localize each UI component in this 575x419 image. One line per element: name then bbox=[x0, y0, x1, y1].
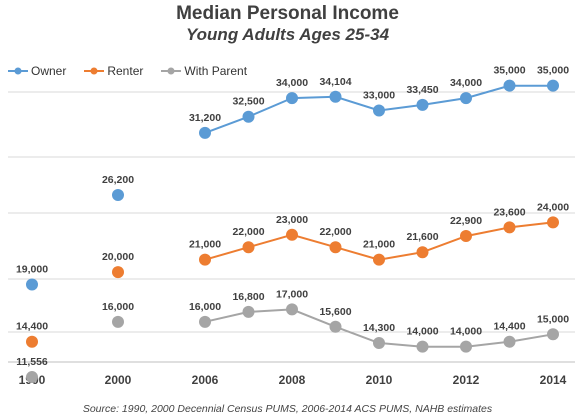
point-renter bbox=[242, 241, 255, 254]
point-with-parent bbox=[416, 340, 429, 353]
point-renter bbox=[460, 230, 472, 243]
data-label-with-parent: 15,600 bbox=[319, 306, 351, 318]
point-with-parent bbox=[503, 335, 516, 348]
data-label-with-parent: 11,556 bbox=[16, 356, 48, 368]
legend-item-with-parent: With Parent bbox=[161, 64, 247, 78]
point-renter bbox=[547, 216, 559, 229]
point-with-parent bbox=[199, 315, 211, 328]
legend-label-renter: Renter bbox=[107, 64, 144, 78]
point-owner bbox=[503, 79, 516, 92]
x-tick-label: 2006 bbox=[192, 373, 219, 387]
data-label-owner: 19,000 bbox=[16, 264, 48, 276]
x-tick-label: 2012 bbox=[453, 373, 480, 387]
point-owner bbox=[242, 110, 255, 123]
data-label-owner: 35,000 bbox=[537, 65, 569, 77]
legend: Owner Renter With Parent bbox=[8, 64, 247, 78]
x-tick-label: 2008 bbox=[279, 373, 306, 387]
data-label-owner: 31,200 bbox=[189, 112, 221, 124]
chart-title: Median Personal Income bbox=[176, 3, 399, 24]
point-with-parent bbox=[242, 305, 255, 318]
data-label-renter: 21,600 bbox=[406, 231, 438, 243]
point-owner bbox=[373, 104, 385, 117]
source-note: Source: 1990, 2000 Decennial Census PUMS… bbox=[82, 403, 493, 415]
data-label-owner: 34,104 bbox=[319, 76, 351, 88]
legend-label-owner: Owner bbox=[31, 64, 67, 78]
legend-item-renter: Renter bbox=[84, 64, 143, 78]
point-owner bbox=[26, 278, 38, 291]
point-renter bbox=[199, 253, 211, 266]
point-owner bbox=[286, 92, 298, 105]
point-renter bbox=[286, 228, 298, 241]
x-tick-label: 2000 bbox=[105, 373, 132, 387]
x-tick-label: 2010 bbox=[366, 373, 393, 387]
point-with-parent bbox=[286, 303, 298, 316]
data-label-owner: 33,000 bbox=[363, 90, 395, 102]
point-with-parent bbox=[26, 371, 38, 384]
data-label-owner: 33,450 bbox=[406, 84, 438, 96]
point-owner bbox=[416, 98, 429, 111]
data-label-with-parent: 16,000 bbox=[102, 301, 134, 313]
point-renter bbox=[416, 246, 429, 259]
point-owner bbox=[329, 90, 342, 103]
point-owner bbox=[460, 92, 472, 105]
legend-item-owner: Owner bbox=[8, 64, 66, 78]
data-label-renter: 20,000 bbox=[102, 251, 134, 263]
data-label-renter: 21,000 bbox=[363, 239, 395, 251]
data-label-owner: 34,000 bbox=[276, 77, 308, 89]
point-with-parent bbox=[329, 320, 342, 333]
legend-swatch-owner bbox=[8, 67, 28, 75]
point-owner bbox=[199, 126, 211, 139]
data-label-with-parent: 14,400 bbox=[493, 321, 525, 333]
point-with-parent bbox=[547, 328, 559, 341]
data-label-renter: 22,900 bbox=[450, 215, 482, 227]
legend-swatch-with-parent bbox=[161, 67, 182, 75]
data-label-renter: 24,000 bbox=[537, 201, 569, 213]
chart-subtitle: Young Adults Ages 25-34 bbox=[185, 25, 390, 44]
x-tick-label: 2014 bbox=[540, 373, 567, 387]
data-label-with-parent: 17,000 bbox=[276, 288, 308, 300]
data-label-renter: 23,000 bbox=[276, 214, 308, 226]
point-owner bbox=[112, 189, 124, 202]
point-with-parent bbox=[112, 315, 124, 328]
data-label-with-parent: 14,300 bbox=[363, 322, 395, 334]
point-renter bbox=[503, 221, 516, 234]
data-label-renter: 22,000 bbox=[319, 226, 351, 238]
data-label-renter: 14,400 bbox=[16, 321, 48, 333]
data-label-with-parent: 16,000 bbox=[189, 301, 221, 313]
point-renter bbox=[329, 241, 342, 254]
data-label-with-parent: 16,800 bbox=[232, 291, 264, 303]
point-owner bbox=[547, 79, 559, 92]
data-label-renter: 21,000 bbox=[189, 239, 221, 251]
legend-swatch-renter bbox=[84, 67, 105, 75]
point-with-parent bbox=[460, 340, 472, 353]
data-label-renter: 22,000 bbox=[232, 226, 264, 238]
data-label-owner: 34,000 bbox=[450, 77, 482, 89]
data-label-with-parent: 14,000 bbox=[450, 326, 482, 338]
data-label-owner: 32,500 bbox=[232, 96, 264, 108]
point-renter bbox=[26, 335, 38, 348]
data-label-owner: 26,200 bbox=[102, 174, 134, 186]
data-label-renter: 23,600 bbox=[493, 206, 525, 218]
legend-label-with-parent: With Parent bbox=[184, 64, 248, 78]
point-with-parent bbox=[373, 336, 385, 349]
data-label-with-parent: 14,000 bbox=[406, 326, 438, 338]
point-renter bbox=[112, 266, 124, 279]
point-renter bbox=[373, 253, 385, 266]
data-label-with-parent: 15,000 bbox=[537, 313, 569, 325]
data-label-owner: 35,000 bbox=[493, 65, 525, 77]
